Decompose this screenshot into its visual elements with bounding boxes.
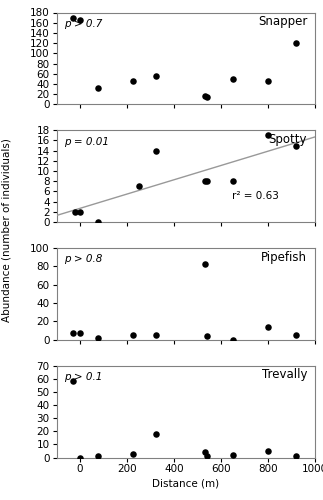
Point: [95, 334, 100, 342]
Point: [204, 93, 209, 101]
Text: Spotty: Spotty: [269, 133, 307, 146]
X-axis label: Distance (m): Distance (m): [152, 478, 219, 488]
Point: [294, 142, 299, 150]
Point: [154, 430, 159, 438]
Point: [130, 78, 135, 86]
Text: p = 0.01: p = 0.01: [64, 136, 109, 146]
Point: [230, 178, 235, 186]
Point: [95, 452, 100, 460]
Text: Abundance (number of individuals): Abundance (number of individuals): [2, 138, 11, 322]
Point: [78, 208, 83, 216]
Point: [266, 323, 271, 331]
Point: [70, 378, 76, 386]
Point: [202, 92, 207, 100]
Point: [78, 16, 83, 24]
Point: [202, 178, 207, 186]
Point: [95, 218, 100, 226]
Point: [130, 450, 135, 458]
Point: [130, 331, 135, 339]
Text: p > 0.8: p > 0.8: [64, 254, 103, 264]
Point: [78, 330, 83, 338]
Text: r² = 0.63: r² = 0.63: [232, 192, 279, 202]
Point: [294, 331, 299, 339]
Point: [204, 452, 209, 460]
Point: [230, 451, 235, 459]
Point: [78, 454, 83, 462]
Text: Pipefish: Pipefish: [261, 250, 307, 264]
Point: [204, 178, 209, 186]
Point: [266, 132, 271, 140]
Point: [294, 452, 299, 460]
Text: Snapper: Snapper: [258, 16, 307, 28]
Point: [202, 448, 207, 456]
Point: [230, 75, 235, 83]
Point: [202, 260, 207, 268]
Text: Trevally: Trevally: [262, 368, 307, 382]
Point: [70, 14, 76, 22]
Point: [266, 447, 271, 455]
Point: [154, 146, 159, 154]
Point: [154, 72, 159, 80]
Point: [95, 84, 100, 92]
Text: p > 0.7: p > 0.7: [64, 19, 103, 29]
Point: [154, 331, 159, 339]
Text: p > 0.1: p > 0.1: [64, 372, 103, 382]
Point: [230, 336, 235, 344]
Point: [70, 330, 76, 338]
Point: [73, 208, 78, 216]
Point: [294, 39, 299, 47]
Point: [204, 332, 209, 340]
Point: [136, 182, 141, 190]
Point: [266, 78, 271, 86]
